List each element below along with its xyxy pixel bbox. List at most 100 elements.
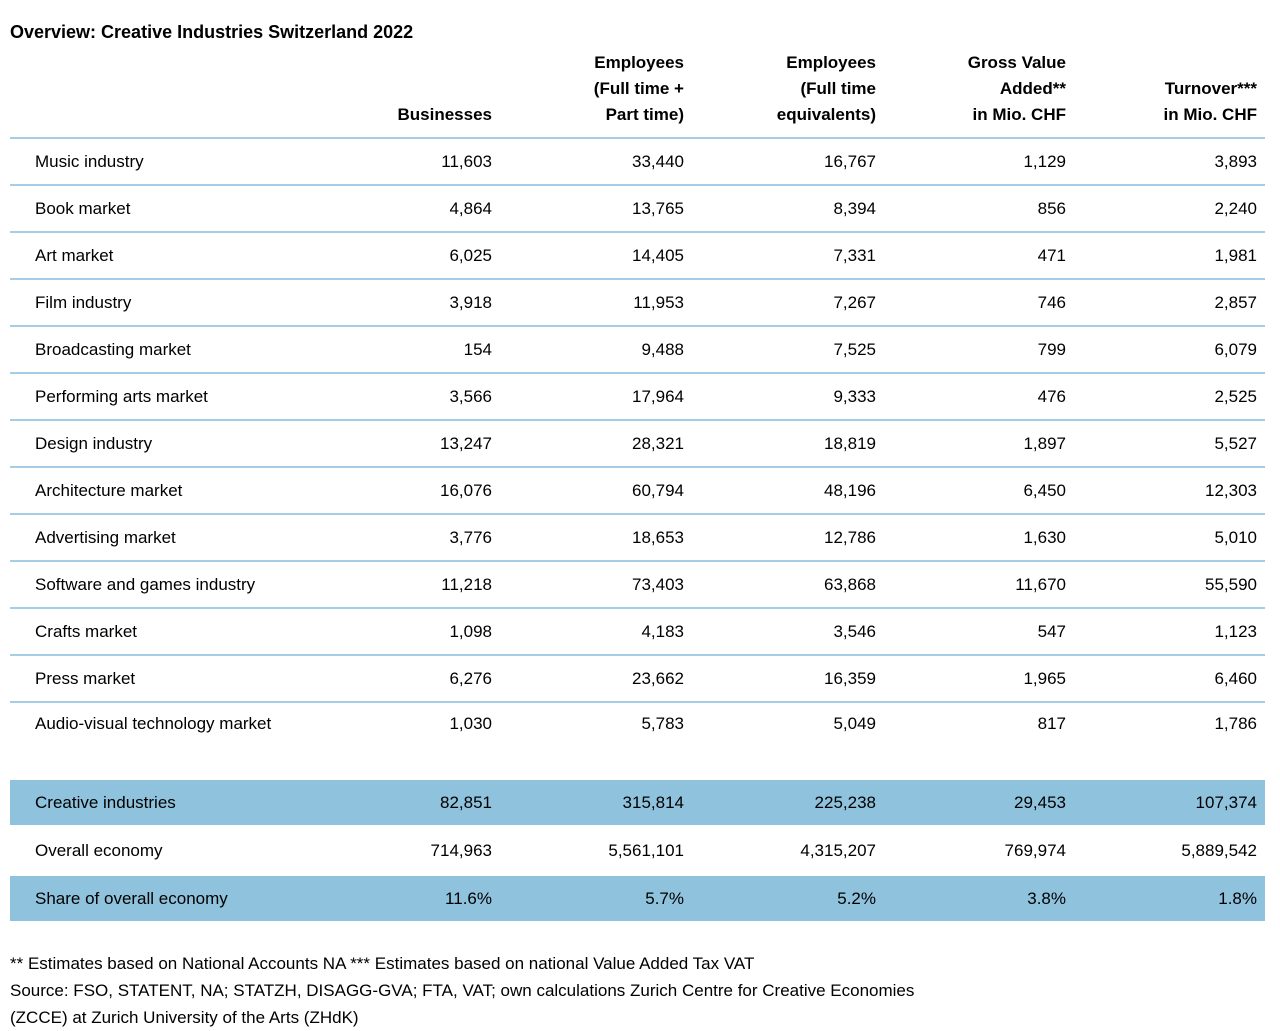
cell-value: 1,897 [876, 420, 1066, 468]
cell-value: 3,893 [1066, 138, 1265, 186]
cell-value: 6,025 [275, 232, 492, 280]
cell-value: 5,561,101 [608, 840, 684, 860]
cell-value: 55,590 [1066, 561, 1265, 609]
table-row: Film industry 3,918 11,953 7,267 746 2,857 [10, 279, 1265, 327]
row-label: Book market [10, 185, 275, 233]
cell-value: 1,981 [1066, 232, 1265, 280]
cell-value: 23,662 [492, 655, 684, 703]
table-row: Overall economy 714,963 5,561,101 4,315,207… [10, 827, 1265, 875]
cell-value: 5,049 [833, 714, 876, 733]
cell-value: 8,394 [684, 185, 876, 233]
column-header-employees-fte: Employees (Full time equivalents) [684, 50, 876, 139]
cell-value: 856 [876, 185, 1066, 233]
cell-value: 7,525 [684, 326, 876, 374]
cell-value: 6,450 [876, 467, 1066, 515]
cell-value: 107,374 [1066, 777, 1265, 828]
cell-value: 4,183 [492, 608, 684, 656]
row-label: Broadcasting market [10, 326, 275, 374]
cell-value: 9,333 [684, 373, 876, 421]
column-header-employees-fulltime-parttime: Employees (Full time + Part time) [492, 50, 684, 139]
page-title: Overview: Creative Industries Switzerlan… [10, 22, 414, 42]
cell-value: 1,030 [449, 714, 492, 733]
cell-value: 799 [876, 326, 1066, 374]
cell-value: 73,403 [492, 561, 684, 609]
cell-value: 1,630 [876, 514, 1066, 562]
cell-value: 63,868 [684, 561, 876, 609]
table-row: Architecture market 16,076 60,794 48,196 6,4… [10, 467, 1265, 515]
cell-value: 12,786 [684, 514, 876, 562]
cell-value: 3,776 [275, 514, 492, 562]
row-label: Crafts market [10, 608, 275, 656]
table-row: Audio-visual technology market 1,030 5,783… [10, 702, 1265, 779]
cell-value: 3.8% [876, 873, 1066, 924]
cell-value: 13,765 [492, 185, 684, 233]
cell-value: 1,129 [876, 138, 1066, 186]
cell-value: 5.2% [684, 873, 876, 924]
cell-value: 7,331 [684, 232, 876, 280]
cell-value: 3,918 [275, 279, 492, 327]
header-row: Businesses Employees (Full time + Part t… [10, 50, 1265, 139]
row-label: Share of overall economy [10, 873, 275, 924]
row-label: Press market [10, 655, 275, 703]
row-label: Film industry [10, 279, 275, 327]
table-body: Music industry 11,603 33,440 16,767 1,129 3,8… [10, 138, 1265, 924]
cell-value: 1.8% [1066, 873, 1265, 924]
table-row: Software and games industry 11,218 73,403 6… [10, 561, 1265, 609]
cell-value: 154 [275, 326, 492, 374]
footnote-estimates: ** Estimates based on National Accounts … [10, 954, 755, 973]
cell-value: 315,814 [492, 777, 684, 828]
cell-value: 6,460 [1066, 655, 1265, 703]
table-row: Advertising market 3,776 18,653 12,786 1,630… [10, 514, 1265, 562]
row-label: Music industry [10, 138, 275, 186]
cell-value: 18,819 [684, 420, 876, 468]
row-label: Design industry [10, 420, 275, 468]
table-row: Crafts market 1,098 4,183 3,546 547 1,123 [10, 608, 1265, 656]
cell-value: 9,488 [492, 326, 684, 374]
cell-value: 11,953 [492, 279, 684, 327]
cell-value: 14,405 [492, 232, 684, 280]
cell-value: 60,794 [492, 467, 684, 515]
cell-value: 82,851 [275, 777, 492, 828]
cell-value: 11,670 [876, 561, 1066, 609]
row-label: Creative industries [10, 777, 275, 828]
cell-value: 746 [876, 279, 1066, 327]
overview-table: Businesses Employees (Full time + Part t… [10, 50, 1265, 924]
cell-value: 11,218 [275, 561, 492, 609]
cell-value: 476 [876, 373, 1066, 421]
cell-value: 28,321 [492, 420, 684, 468]
cell-value: 547 [876, 608, 1066, 656]
cell-value: 2,240 [1066, 185, 1265, 233]
table-row: Press market 6,276 23,662 16,359 1,965 6,460 [10, 655, 1265, 703]
table-row: Design industry 13,247 28,321 18,819 1,897 5,… [10, 420, 1265, 468]
column-header-empty [10, 50, 275, 139]
cell-value: 16,076 [275, 467, 492, 515]
cell-value: 471 [876, 232, 1066, 280]
cell-value: 6,276 [275, 655, 492, 703]
cell-value: 5.7% [492, 873, 684, 924]
table-row: Art market 6,025 14,405 7,331 471 1,981 [10, 232, 1265, 280]
column-header-turnover: Turnover*** in Mio. CHF [1066, 50, 1265, 139]
cell-value: 17,964 [492, 373, 684, 421]
table-row: Broadcasting market 154 9,488 7,525 799 6,079 [10, 326, 1265, 374]
cell-value: 1,786 [1214, 714, 1257, 733]
cell-value: 3,546 [684, 608, 876, 656]
cell-value: 769,974 [1004, 840, 1066, 860]
cell-value: 1,123 [1066, 608, 1265, 656]
cell-value: 29,453 [876, 777, 1066, 828]
cell-value: 16,767 [684, 138, 876, 186]
row-label: Audio-visual technology market [35, 714, 272, 733]
row-label: Advertising market [10, 514, 275, 562]
cell-value: 4,864 [275, 185, 492, 233]
row-label: Performing arts market [10, 373, 275, 421]
footnotes: ** Estimates based on National Accounts … [10, 950, 1265, 1031]
column-header-businesses: Businesses [275, 50, 492, 139]
row-label: Overall economy [35, 840, 163, 860]
cell-value: 6,079 [1066, 326, 1265, 374]
cell-value: 12,303 [1066, 467, 1265, 515]
cell-value: 5,889,542 [1181, 840, 1257, 860]
cell-value: 5,527 [1066, 420, 1265, 468]
row-label: Architecture market [10, 467, 275, 515]
column-header-gross-value-added: Gross Value Added** in Mio. CHF [876, 50, 1066, 139]
cell-value: 33,440 [492, 138, 684, 186]
